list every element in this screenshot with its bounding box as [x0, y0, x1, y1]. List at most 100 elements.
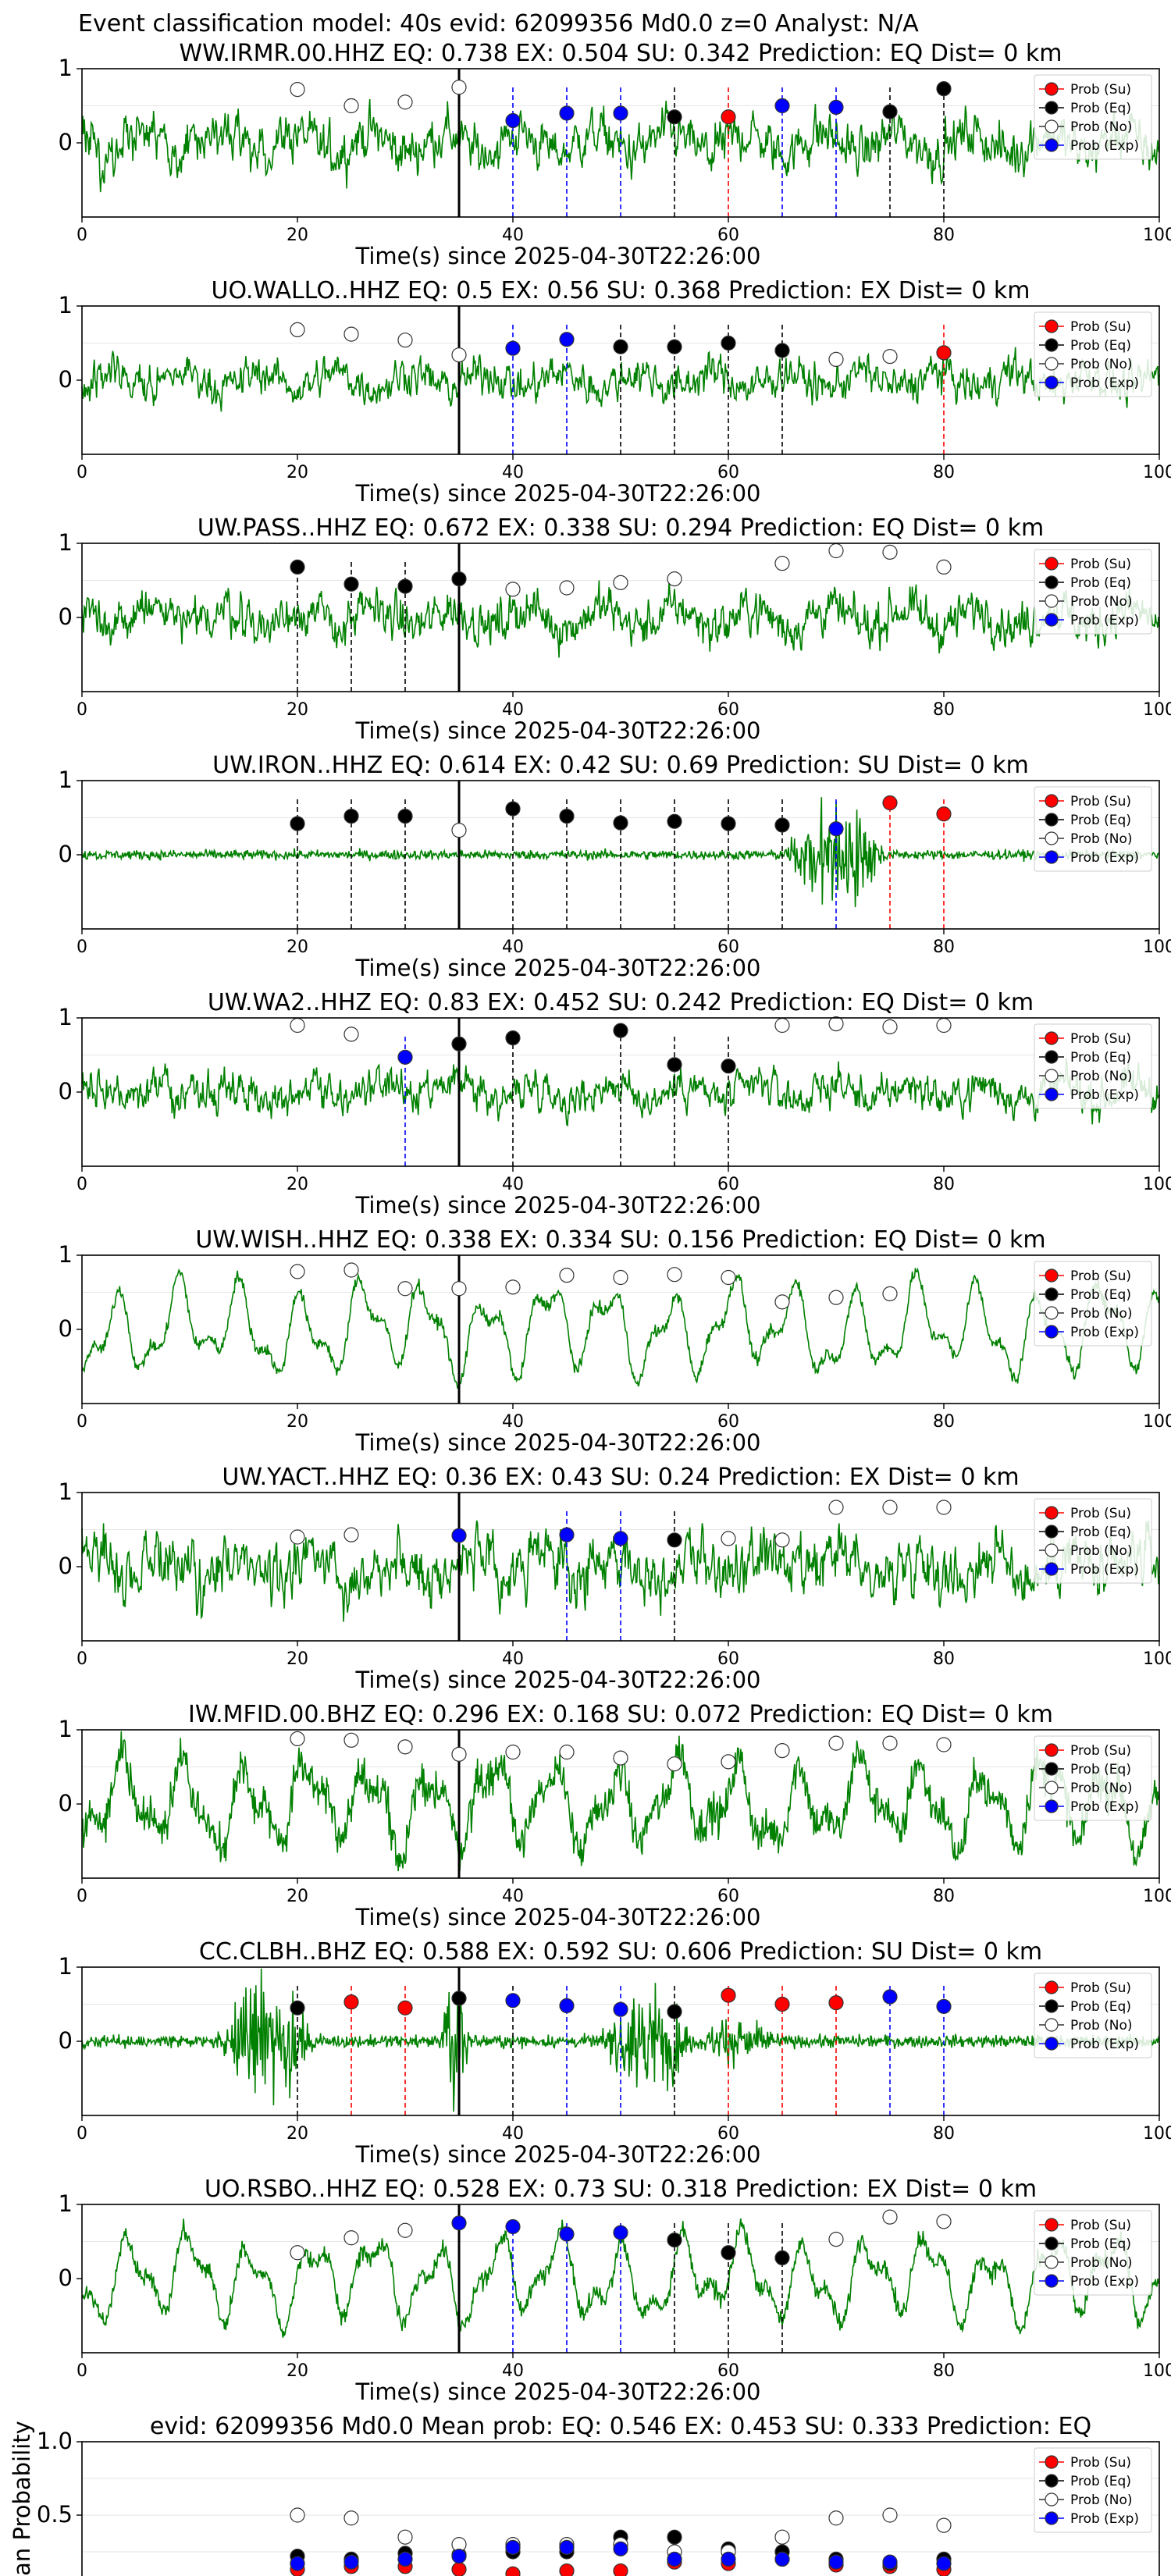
prob-point-su	[343, 1994, 359, 2010]
prob-point-no	[290, 2245, 305, 2261]
legend-marker-no	[1045, 119, 1059, 133]
prob-point-no	[936, 2214, 952, 2229]
legend-marker-su	[1045, 1980, 1059, 1994]
prob-point-eq	[397, 808, 413, 824]
legend-box	[1034, 1973, 1152, 2058]
legend-label: Prob (Su)	[1070, 2455, 1131, 2471]
prob-point-exp	[828, 99, 844, 115]
prob-point-no	[343, 1527, 359, 1542]
legend-marker-exp	[1045, 1087, 1059, 1101]
x-tick-label: 100	[1143, 1887, 1171, 1906]
mean-prob-point-no	[397, 2529, 413, 2545]
prob-point-no	[451, 80, 467, 95]
prob-point-eq	[290, 559, 305, 575]
prob-point-exp	[451, 1528, 467, 1543]
legend-label: Prob (Su)	[1070, 319, 1131, 335]
x-tick-label: 60	[717, 463, 739, 482]
x-tick-label: 20	[287, 1175, 308, 1194]
legend-marker-exp	[1045, 850, 1059, 864]
x-tick-label: 40	[502, 1175, 524, 1194]
x-axis-label: Time(s) since 2025-04-30T22:26:00	[355, 1429, 761, 1456]
mean-prob-point-no	[882, 2507, 898, 2523]
prob-point-no	[290, 81, 305, 98]
panel-title: UW.WA2..HHZ EQ: 0.83 EX: 0.452 SU: 0.242…	[208, 989, 1034, 1016]
legend-box	[1034, 549, 1152, 635]
y-tick-label: 0	[59, 129, 73, 155]
y-tick-label: 0	[59, 603, 73, 630]
panel-5: UW.WA2..HHZ EQ: 0.83 EX: 0.452 SU: 0.242…	[59, 989, 1171, 1219]
legend-label: Prob (Exp)	[1070, 1562, 1139, 1578]
legend-marker-exp	[1045, 613, 1059, 627]
waveform-trace	[81, 1058, 1160, 1127]
legend-marker-no	[1045, 1069, 1059, 1083]
prob-point-su	[397, 2000, 413, 2016]
x-tick-label: 60	[717, 226, 739, 245]
mean-prob-point-exp	[613, 2541, 628, 2556]
legend-box	[1034, 2447, 1152, 2533]
prob-point-no	[936, 1017, 952, 1034]
prob-point-eq	[882, 104, 898, 119]
legend-box	[1034, 786, 1152, 872]
legend-label: Prob (Su)	[1070, 2218, 1131, 2233]
prob-point-no	[613, 575, 628, 590]
legend-label: Prob (Eq)	[1070, 1525, 1131, 1540]
prob-point-eq	[505, 801, 521, 817]
mean-prob-point-su	[505, 2566, 521, 2576]
legend-marker-no	[1045, 831, 1059, 845]
panel-title: UO.RSBO..HHZ EQ: 0.528 EX: 0.73 SU: 0.31…	[205, 2176, 1037, 2203]
prob-point-eq	[936, 81, 952, 97]
prob-point-eq	[451, 1991, 467, 2006]
legend-label: Prob (No)	[1070, 1543, 1133, 1559]
mean-prob-point-su	[559, 2563, 575, 2576]
prob-point-eq	[290, 816, 305, 831]
y-tick-label: 1	[59, 55, 73, 81]
prob-point-su	[774, 1996, 790, 2012]
prob-point-exp	[774, 98, 790, 114]
panel-1: WW.IRMR.00.HHZ EQ: 0.738 EX: 0.504 SU: 0…	[59, 40, 1171, 269]
legend-marker-su	[1045, 557, 1059, 571]
x-tick-label: 0	[77, 2124, 87, 2144]
x-tick-label: 100	[1143, 463, 1171, 482]
x-tick-label: 100	[1143, 2124, 1171, 2144]
legend-label: Prob (No)	[1070, 119, 1133, 135]
legend-marker-exp	[1045, 2511, 1059, 2525]
mean-prob-point-no	[936, 2517, 952, 2533]
prob-point-no	[559, 580, 575, 596]
panel-title: UW.PASS..HHZ EQ: 0.672 EX: 0.338 SU: 0.2…	[198, 514, 1045, 542]
prob-point-no	[505, 582, 521, 597]
panel-4: UW.IRON..HHZ EQ: 0.614 EX: 0.42 SU: 0.69…	[59, 752, 1171, 981]
x-tick-label: 40	[502, 700, 524, 720]
prob-point-eq	[343, 576, 359, 592]
prob-point-su	[721, 109, 736, 125]
prob-point-no	[397, 94, 413, 110]
x-tick-label: 60	[717, 1412, 739, 1432]
y-tick-label: 1	[59, 292, 73, 318]
mean-prob-point-exp	[882, 2554, 898, 2570]
x-tick-label: 100	[1143, 938, 1171, 957]
legend-label: Prob (Su)	[1070, 1031, 1131, 1047]
prob-point-no	[613, 1750, 628, 1766]
panel-7: UW.YACT..HHZ EQ: 0.36 EX: 0.43 SU: 0.24 …	[59, 1464, 1171, 1693]
legend-label: Prob (Exp)	[1070, 375, 1139, 391]
x-tick-label: 20	[287, 1887, 308, 1906]
x-tick-label: 80	[933, 463, 955, 482]
x-tick-label: 20	[287, 226, 308, 245]
x-tick-label: 40	[502, 938, 524, 957]
x-tick-label: 100	[1143, 226, 1171, 245]
legend-label: Prob (Su)	[1070, 557, 1131, 572]
x-tick-label: 80	[933, 226, 955, 245]
legend-label: Prob (Su)	[1070, 794, 1131, 809]
mean-prob-point-exp	[290, 2556, 305, 2571]
legend-label: Prob (Eq)	[1070, 1050, 1131, 1066]
x-tick-label: 80	[933, 1175, 955, 1194]
legend-label: Prob (No)	[1070, 1306, 1133, 1322]
x-axis-label: Time(s) since 2025-04-30T22:26:00	[355, 1667, 761, 1693]
legend-marker-eq	[1045, 1999, 1059, 2013]
prob-point-eq	[774, 343, 790, 358]
legend-label: Prob (No)	[1070, 2492, 1133, 2508]
legend-marker-no	[1045, 594, 1059, 608]
panel-6: UW.WISH..HHZ EQ: 0.338 EX: 0.334 SU: 0.1…	[59, 1226, 1171, 1456]
legend-label: Prob (Exp)	[1070, 2037, 1139, 2052]
prob-point-no	[397, 333, 413, 348]
prob-point-no	[774, 1017, 790, 1034]
